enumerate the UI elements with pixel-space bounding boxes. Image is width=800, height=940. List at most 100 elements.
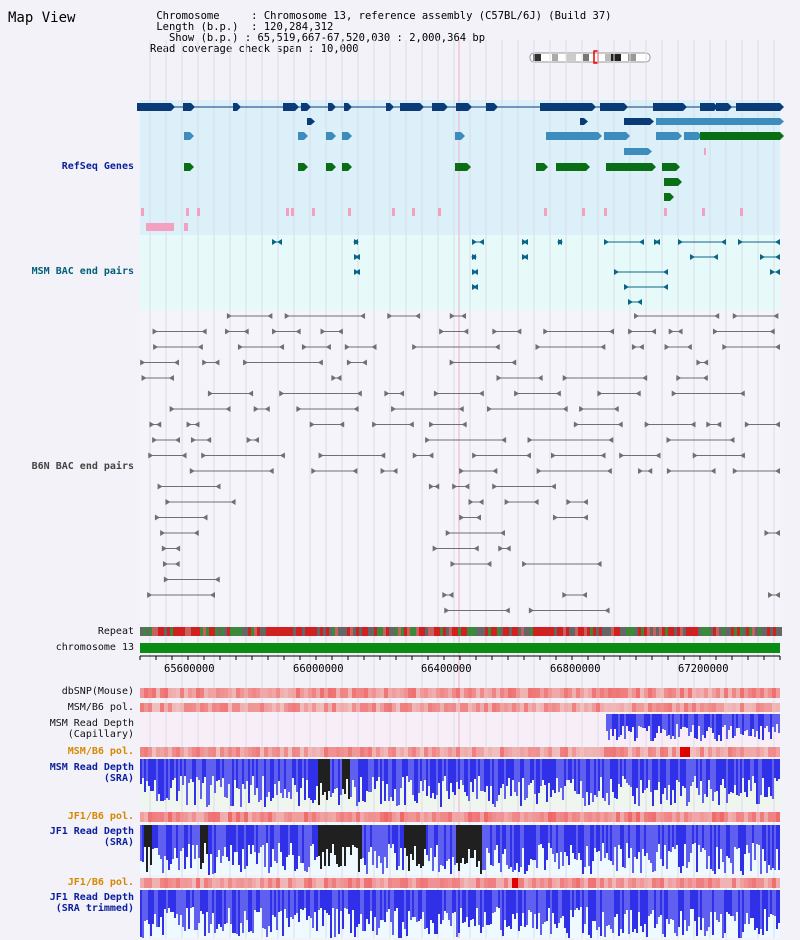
read-depth-bar	[446, 759, 448, 791]
refseq-genes-label[interactable]: RefSeq Genes	[61, 161, 134, 172]
polymorphism-cell	[216, 703, 220, 712]
bac-end	[550, 452, 556, 459]
bac-end	[478, 390, 484, 397]
msm-bac-label[interactable]: MSM BAC end pairs	[31, 266, 134, 277]
msm-read-depth-capillary-label[interactable]: MSM Read Depth (Capillary)	[49, 718, 134, 740]
gene-feature[interactable]	[662, 163, 680, 171]
msm-b6-pol-label-1[interactable]: MSM/B6 pol.	[67, 702, 134, 713]
gene-feature[interactable]	[298, 132, 308, 140]
repeat-segment	[458, 627, 461, 636]
read-depth-bar	[270, 759, 272, 801]
gene-feature[interactable]	[656, 118, 784, 125]
jf1-read-depth-sra-label[interactable]: JF1 Read Depth (SRA)	[49, 826, 134, 848]
gene-feature[interactable]	[455, 132, 465, 140]
dbsnp-label[interactable]: dbSNP(Mouse)	[61, 686, 134, 697]
read-depth-bar	[770, 759, 772, 796]
read-depth-bar	[504, 825, 506, 849]
gene-feature[interactable]	[307, 118, 315, 125]
polymorphism-cell	[244, 688, 248, 698]
read-depth-bar	[772, 890, 774, 915]
gene-feature[interactable]	[326, 163, 336, 171]
read-depth-bar	[524, 825, 526, 874]
msm-b6-pol-label-2[interactable]: MSM/B6 pol.	[67, 746, 134, 757]
gene-feature[interactable]	[664, 193, 674, 201]
repeat-segment	[647, 627, 650, 636]
gene-feature[interactable]	[546, 132, 602, 140]
gene-feature[interactable]	[342, 132, 352, 140]
gene-feature[interactable]	[664, 178, 682, 186]
msm-bac-track-panel[interactable]	[140, 235, 780, 310]
polymorphism-cell	[600, 688, 604, 698]
read-depth-bar	[288, 890, 290, 927]
polymorphism-cell	[632, 812, 636, 822]
gene-feature[interactable]	[624, 118, 654, 125]
read-depth-bar	[700, 759, 702, 781]
gene-feature[interactable]	[298, 163, 308, 171]
read-depth-bar	[300, 825, 302, 863]
bac-end	[702, 375, 708, 381]
read-depth-bar	[368, 825, 370, 852]
read-depth-bar	[528, 890, 530, 910]
gene-feature[interactable]	[656, 132, 682, 140]
bac-end	[606, 468, 612, 474]
repeat-label[interactable]: Repeat	[97, 626, 134, 637]
gene-feature[interactable]	[455, 163, 471, 171]
repeat-segment	[308, 627, 311, 636]
jf1-b6-pol-label-1[interactable]: JF1/B6 pol.	[67, 811, 134, 822]
gene-feature[interactable]	[184, 132, 194, 140]
read-depth-bar	[756, 714, 758, 731]
read-depth-bar	[722, 759, 724, 779]
gene-feature[interactable]	[700, 132, 784, 140]
read-depth-bar	[498, 759, 500, 795]
gene-feature[interactable]	[606, 163, 656, 171]
read-depth-bar	[334, 759, 336, 789]
polymorphism-cell	[448, 812, 452, 822]
gene-feature[interactable]	[604, 132, 630, 140]
polymorphism-cell	[544, 747, 548, 757]
read-depth-bar	[462, 759, 464, 785]
gene-feature[interactable]	[184, 163, 194, 171]
repeat-segment	[695, 627, 698, 636]
gene-feature[interactable]	[580, 118, 588, 125]
msm-read-depth-sra-label[interactable]: MSM Read Depth (SRA)	[49, 762, 134, 784]
polymorphism-cell	[672, 812, 676, 822]
bac-end	[628, 299, 633, 305]
polymorphism-cell	[148, 747, 152, 757]
chromosome-bar[interactable]	[140, 643, 780, 653]
chromosome-ideogram[interactable]	[529, 50, 651, 64]
repeat-segment	[401, 627, 404, 636]
polymorphism-cell	[732, 703, 736, 712]
read-depth-bar	[518, 890, 520, 931]
repeat-segment	[527, 627, 530, 636]
chromosome-label[interactable]: chromosome 13	[55, 642, 134, 653]
gene-feature[interactable]	[556, 163, 590, 171]
polymorphism-cell	[368, 812, 372, 822]
jf1-b6-pol-label-2[interactable]: JF1/B6 pol.	[67, 877, 134, 888]
gene-feature[interactable]	[624, 148, 652, 155]
gene-feature[interactable]	[684, 132, 702, 140]
read-depth-bar	[714, 890, 716, 912]
read-depth-bar	[222, 825, 224, 856]
b6n-bac-label[interactable]: B6N BAC end pairs	[31, 461, 134, 472]
read-depth-bar	[722, 714, 724, 727]
read-depth-bar	[586, 759, 588, 792]
gene-feature[interactable]	[342, 163, 352, 171]
polymorphism-cell	[512, 703, 516, 712]
polymorphism-cell	[484, 812, 488, 822]
read-depth-bar	[704, 825, 706, 850]
b6n-bac-track-panel[interactable]	[140, 310, 780, 625]
polymorphism-cell	[296, 703, 300, 712]
gene-feature[interactable]	[536, 163, 548, 171]
gene-feature[interactable]	[326, 132, 336, 140]
polymorphism-cell	[604, 688, 608, 698]
repeat-segment	[731, 627, 734, 636]
polymorphism-cell	[392, 747, 396, 757]
bac-end	[668, 328, 674, 335]
read-depth-bar	[428, 825, 430, 861]
polymorphism-cell	[416, 747, 420, 757]
repeat-segment	[317, 627, 320, 636]
jf1-read-depth-trimmed-label[interactable]: JF1 Read Depth (SRA trimmed)	[49, 892, 134, 914]
polymorphism-cell	[292, 812, 296, 822]
read-depth-bar	[544, 825, 546, 870]
